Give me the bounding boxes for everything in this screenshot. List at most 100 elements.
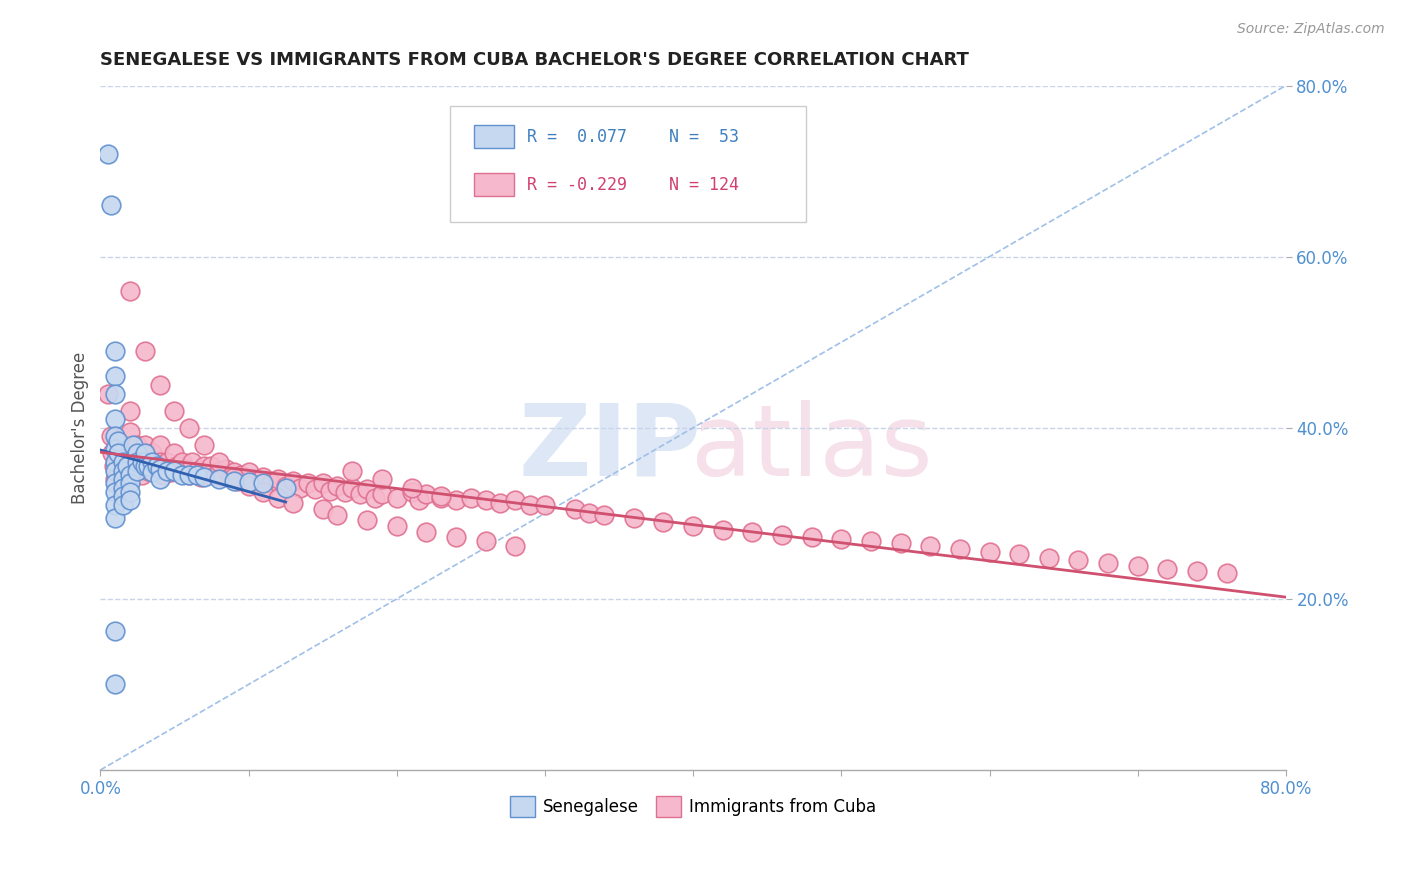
- Point: [208, 464, 231, 478]
- Point: [252, 476, 274, 491]
- Point: [711, 524, 734, 538]
- Point: [136, 459, 159, 474]
- Point: [134, 455, 156, 469]
- Point: [319, 484, 342, 499]
- Point: [195, 467, 218, 482]
- Point: [186, 467, 208, 482]
- Point: [127, 446, 149, 460]
- Point: [208, 455, 231, 469]
- Point: [104, 343, 127, 358]
- Point: [238, 465, 260, 479]
- Point: [385, 491, 408, 505]
- Point: [349, 487, 371, 501]
- Point: [578, 506, 600, 520]
- Point: [1185, 565, 1208, 579]
- Point: [503, 539, 526, 553]
- FancyBboxPatch shape: [474, 173, 515, 196]
- Text: atlas: atlas: [690, 400, 932, 497]
- Point: [800, 530, 823, 544]
- Point: [474, 493, 496, 508]
- Point: [503, 493, 526, 508]
- Point: [564, 502, 586, 516]
- Point: [166, 459, 188, 474]
- Point: [104, 429, 127, 443]
- Point: [100, 198, 122, 212]
- Point: [267, 491, 290, 505]
- Point: [415, 525, 437, 540]
- Point: [104, 412, 127, 426]
- Point: [920, 539, 942, 553]
- Point: [104, 484, 127, 499]
- Point: [186, 464, 208, 478]
- Point: [118, 493, 141, 508]
- Point: [163, 403, 186, 417]
- Point: [519, 498, 541, 512]
- Point: [444, 493, 467, 508]
- Point: [104, 624, 127, 638]
- Point: [111, 472, 134, 486]
- Point: [235, 474, 257, 488]
- Point: [890, 536, 912, 550]
- Point: [127, 464, 149, 478]
- Point: [1097, 556, 1119, 570]
- Point: [149, 472, 172, 486]
- Point: [134, 446, 156, 460]
- Point: [118, 284, 141, 298]
- Point: [190, 470, 212, 484]
- Point: [134, 459, 156, 474]
- Point: [1126, 559, 1149, 574]
- Legend: Senegalese, Immigrants from Cuba: Senegalese, Immigrants from Cuba: [503, 789, 883, 823]
- Point: [534, 498, 557, 512]
- Point: [460, 491, 482, 505]
- Point: [104, 498, 127, 512]
- Point: [145, 459, 167, 474]
- Point: [149, 438, 172, 452]
- Point: [115, 464, 138, 478]
- Point: [127, 455, 149, 469]
- Point: [111, 450, 134, 465]
- Point: [222, 474, 245, 488]
- Point: [111, 489, 134, 503]
- Point: [1156, 562, 1178, 576]
- Point: [179, 467, 201, 482]
- Point: [104, 510, 127, 524]
- Point: [107, 434, 129, 448]
- Point: [200, 459, 222, 474]
- Point: [222, 465, 245, 479]
- Point: [181, 455, 204, 469]
- Point: [281, 474, 304, 488]
- Point: [134, 438, 156, 452]
- Point: [136, 464, 159, 478]
- Text: SENEGALESE VS IMMIGRANTS FROM CUBA BACHELOR'S DEGREE CORRELATION CHART: SENEGALESE VS IMMIGRANTS FROM CUBA BACHE…: [100, 51, 969, 69]
- Point: [104, 386, 127, 401]
- Point: [205, 467, 228, 482]
- Point: [97, 386, 120, 401]
- Point: [107, 446, 129, 460]
- Point: [238, 475, 260, 489]
- Point: [231, 467, 253, 482]
- Point: [122, 446, 145, 460]
- Point: [326, 479, 349, 493]
- Point: [211, 470, 233, 484]
- Point: [245, 474, 267, 488]
- Point: [297, 475, 319, 490]
- Point: [131, 455, 153, 469]
- Point: [363, 491, 385, 505]
- Point: [141, 455, 163, 469]
- Point: [281, 496, 304, 510]
- Point: [408, 493, 430, 508]
- Point: [859, 533, 882, 548]
- Point: [118, 425, 141, 439]
- Point: [1008, 548, 1031, 562]
- Point: [304, 483, 326, 497]
- Point: [176, 462, 198, 476]
- Point: [385, 519, 408, 533]
- Point: [326, 508, 349, 522]
- Point: [118, 467, 141, 482]
- Point: [1067, 553, 1090, 567]
- Point: [193, 470, 215, 484]
- Point: [134, 343, 156, 358]
- Point: [111, 438, 134, 452]
- Point: [103, 459, 125, 474]
- Point: [170, 455, 193, 469]
